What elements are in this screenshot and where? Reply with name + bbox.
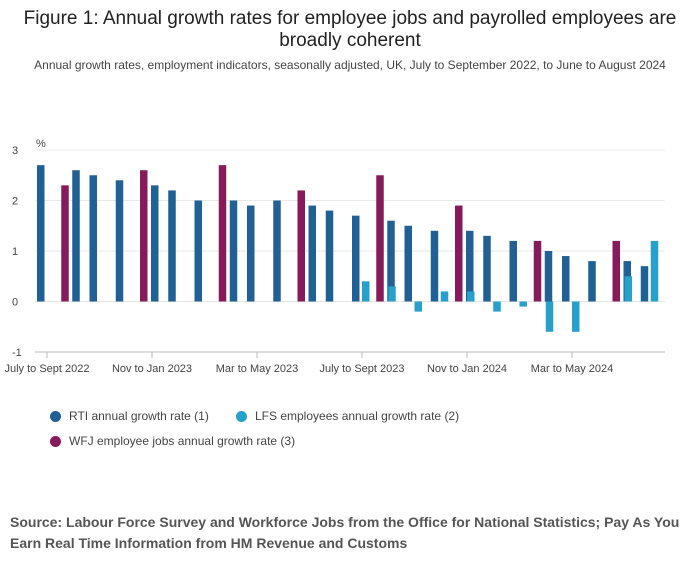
bar-wfj bbox=[533, 240, 542, 302]
bar-wfj bbox=[218, 165, 227, 302]
legend-swatch-lfs bbox=[236, 410, 247, 422]
bar-rti bbox=[640, 266, 649, 302]
y-tick-label: 3 bbox=[12, 145, 18, 157]
y-tick-label: 0 bbox=[12, 297, 18, 309]
bar-wfj bbox=[140, 170, 148, 302]
bar-lfs bbox=[440, 291, 449, 302]
legend-item-wfj: WFJ employee jobs annual growth rate (3) bbox=[50, 434, 295, 448]
bar-lfs bbox=[414, 301, 422, 312]
y-tick-label: 1 bbox=[12, 246, 18, 258]
legend-label-lfs: LFS employees annual growth rate (2) bbox=[255, 409, 460, 423]
bar-rti bbox=[466, 230, 474, 302]
bar-lfs bbox=[362, 281, 370, 302]
bar-lfs bbox=[493, 301, 501, 312]
bar-rti bbox=[115, 180, 124, 302]
bar-rti bbox=[562, 256, 570, 302]
bar-rti bbox=[325, 210, 334, 302]
bar-wfj bbox=[61, 185, 69, 302]
bar-lfs bbox=[545, 301, 554, 332]
bar-rti bbox=[404, 225, 412, 302]
y-tick-label: 2 bbox=[12, 196, 18, 208]
y-axis-unit-label: % bbox=[36, 138, 46, 150]
bar-wfj bbox=[612, 240, 620, 302]
bar-rti bbox=[308, 205, 316, 302]
bar-rti bbox=[89, 175, 97, 302]
legend-label-rti: RTI annual growth rate (1) bbox=[69, 409, 209, 423]
bar-lfs bbox=[650, 240, 659, 302]
chart-title: Figure 1: Annual growth rates for employ… bbox=[23, 8, 677, 51]
bar-chart: 3 2 1 0 -1% July to Sept 2022 Nov to Jan 2023 M… bbox=[4, 138, 665, 375]
bar-rti bbox=[387, 220, 395, 302]
x-tick-label: Nov to Jan 2023 bbox=[112, 363, 192, 375]
bar-lfs bbox=[467, 291, 475, 302]
bar-rti bbox=[509, 240, 517, 302]
x-tick-label: Nov to Jan 2024 bbox=[427, 363, 507, 375]
bar-rti bbox=[588, 261, 596, 302]
bar-wfj bbox=[455, 205, 463, 302]
bar-rti bbox=[229, 200, 238, 302]
legend-swatch-wfj bbox=[50, 435, 61, 447]
bar-rti bbox=[194, 200, 202, 302]
legend-item-lfs: LFS employees annual growth rate (2) bbox=[236, 409, 459, 423]
bar-lfs bbox=[388, 286, 396, 302]
source-note: Source: Labour Force Survey and Workforc… bbox=[10, 514, 680, 551]
x-tick-label: Mar to May 2024 bbox=[531, 363, 614, 375]
bar-lfs bbox=[624, 276, 632, 302]
bar-rti bbox=[151, 185, 159, 302]
legend-swatch-rti bbox=[50, 410, 61, 422]
y-tick-label: -1 bbox=[12, 347, 22, 359]
bar-rti bbox=[352, 215, 360, 302]
bar-rti bbox=[430, 230, 439, 302]
legend-item-rti: RTI annual growth rate (1) bbox=[50, 409, 209, 423]
bar-wfj bbox=[297, 190, 305, 302]
bar-wfj bbox=[376, 175, 384, 302]
legend-label-wfj: WFJ employee jobs annual growth rate (3) bbox=[69, 434, 296, 448]
bar-rti bbox=[544, 251, 553, 302]
bar-rti bbox=[483, 235, 491, 302]
x-tick-label: July to Sept 2023 bbox=[319, 363, 404, 375]
bar-rti bbox=[168, 190, 176, 302]
x-tick-label: July to Sept 2022 bbox=[4, 363, 89, 375]
bar-rti bbox=[273, 200, 281, 302]
bar-rti bbox=[72, 170, 80, 302]
bar-lfs bbox=[572, 301, 580, 332]
bar-lfs bbox=[519, 301, 527, 307]
bar-rti bbox=[37, 165, 45, 302]
x-tick-label: Mar to May 2023 bbox=[216, 363, 299, 375]
chart-subtitle: Annual growth rates, employment indicato… bbox=[34, 58, 666, 72]
bar-rti bbox=[247, 205, 255, 302]
